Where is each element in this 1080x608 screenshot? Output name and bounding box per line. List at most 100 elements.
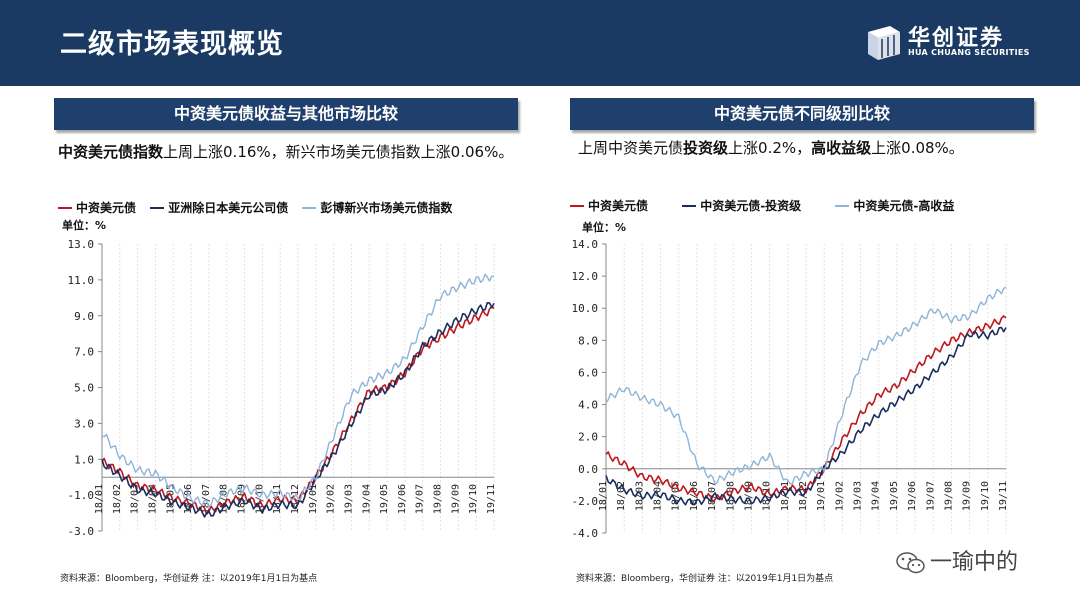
- y-tick-label: 12.0: [572, 270, 599, 283]
- legend-swatch: [58, 206, 72, 209]
- legend-swatch: [302, 206, 317, 209]
- page-title: 二级市场表现概览: [60, 29, 284, 60]
- legend-item: 彭博新兴市场美元债指数: [302, 199, 452, 216]
- left-chart-unit: 单位：%: [62, 219, 107, 232]
- x-tick-label: 18/05: [165, 484, 176, 514]
- legend-label: 亚洲除日本美元公司债: [168, 201, 289, 215]
- left-chart-source: 资料来源：Bloomberg，华创证券 注：以2019年1月1日为基点: [60, 574, 318, 584]
- legend-item: 中资美元债-高收益: [835, 197, 954, 214]
- x-tick-label: 19/10: [468, 484, 479, 514]
- x-tick-label: 18/05: [671, 481, 682, 511]
- x-tick-label: 18/11: [272, 484, 283, 514]
- legend-item: 中资美元债-投资级: [682, 197, 801, 214]
- series-line: [605, 315, 1007, 503]
- logo-text-en: HUA CHUANG SECURITIES: [908, 48, 1030, 57]
- x-tick-label: 19/06: [397, 484, 408, 514]
- x-tick-label: 19/02: [326, 484, 337, 514]
- legend-item: 中资美元债: [570, 197, 648, 214]
- right-chart-legend: 中资美元债 中资美元债-投资级 中资美元债-高收益: [570, 197, 964, 214]
- x-tick-label: 18/02: [112, 484, 123, 514]
- watermark: 一瑜中的: [896, 544, 1018, 576]
- x-tick-label: 19/01: [816, 481, 827, 511]
- y-tick-label: -4.0: [572, 527, 599, 540]
- x-tick-label: 18/03: [130, 484, 141, 514]
- y-tick-label: 6.0: [578, 366, 598, 379]
- series-line: [101, 273, 494, 509]
- y-tick-label: -2.0: [572, 495, 599, 508]
- right-chart-unit: 单位：%: [582, 221, 627, 234]
- y-tick-label: 8.0: [578, 334, 598, 347]
- right-panel-description: 上周中资美元债投资级上涨0.2%，高收益级上涨0.08%。: [578, 138, 1036, 159]
- x-tick-label: 19/03: [343, 484, 354, 514]
- wechat-icon: [896, 552, 925, 574]
- x-tick-label: 19/09: [962, 481, 973, 511]
- logo-text-cn: 华创证券: [908, 26, 1005, 51]
- watermark-text: 一瑜中的: [930, 550, 1019, 575]
- y-tick-label: 14.0: [572, 238, 599, 251]
- x-tick-label: 19/04: [361, 484, 372, 514]
- y-tick-label: 9.0: [74, 310, 94, 323]
- right-desc-mid: 上涨0.2%，: [728, 139, 812, 157]
- right-desc-bold-1: 投资级: [683, 139, 729, 157]
- right-panel-title: 中资美元债不同级别比较: [570, 98, 1034, 130]
- x-tick-label: 19/04: [871, 481, 882, 511]
- legend-swatch: [835, 204, 850, 207]
- x-tick-label: 18/10: [254, 484, 265, 514]
- x-tick-label: 18/09: [743, 481, 754, 511]
- x-tick-label: 19/08: [433, 484, 444, 514]
- right-desc-bold-2: 高收益级: [811, 139, 872, 157]
- x-tick-label: 18/10: [762, 481, 773, 511]
- legend-label: 中资美元债-高收益: [853, 199, 955, 213]
- x-tick-label: 18/12: [798, 481, 809, 511]
- x-tick-label: 18/01: [598, 481, 609, 511]
- legend-item: 中资美元债: [58, 199, 136, 216]
- left-desc-rest: 上周上涨0.16%，新兴市场美元债指数上涨0.06%。: [163, 143, 514, 161]
- series-line: [605, 326, 1007, 506]
- left-chart-legend: 中资美元债 亚洲除日本美元公司债 彭博新兴市场美元债指数: [58, 199, 462, 216]
- right-desc-pre: 上周中资美元债: [578, 139, 684, 157]
- x-tick-label: 18/02: [616, 481, 627, 511]
- x-tick-label: 18/06: [689, 481, 700, 511]
- y-tick-label: -1.0: [68, 489, 95, 502]
- x-tick-label: 19/11: [998, 481, 1009, 511]
- y-tick-label: 11.0: [68, 274, 95, 287]
- company-logo: 华创证券 HUA CHUANG SECURITIES: [864, 20, 1064, 64]
- x-tick-label: 19/10: [980, 481, 991, 511]
- left-desc-bold: 中资美元债指数: [58, 143, 164, 161]
- x-tick-label: 18/07: [201, 484, 212, 514]
- y-tick-label: 13.0: [68, 238, 95, 251]
- x-tick-label: 19/02: [834, 481, 845, 511]
- x-tick-label: 19/08: [943, 481, 954, 511]
- right-chart-source: 资料来源：Bloomberg，华创证券 注：以2019年1月1日为基点: [576, 574, 834, 584]
- x-tick-label: 19/07: [925, 481, 936, 511]
- x-tick-label: 18/03: [634, 481, 645, 511]
- x-tick-label: 19/11: [486, 484, 497, 514]
- x-tick-label: 18/04: [147, 484, 158, 514]
- legend-swatch: [682, 204, 697, 207]
- x-tick-label: 18/06: [183, 484, 194, 514]
- series-line: [101, 301, 495, 518]
- logo-mark-icon: [868, 26, 900, 60]
- series-line: [605, 286, 1007, 486]
- y-tick-label: 3.0: [74, 417, 94, 430]
- y-tick-label: 5.0: [74, 382, 94, 395]
- left-panel-title: 中资美元债收益与其他市场比较: [54, 98, 518, 130]
- legend-swatch: [570, 204, 584, 207]
- x-tick-label: 19/07: [415, 484, 426, 514]
- x-tick-label: 19/01: [308, 484, 319, 514]
- y-tick-label: 1.0: [74, 453, 94, 466]
- y-tick-label: 7.0: [74, 346, 94, 359]
- y-tick-label: 2.0: [578, 431, 598, 444]
- y-tick-label: 0.0: [578, 463, 598, 476]
- y-tick-label: 4.0: [578, 399, 598, 412]
- legend-item: 亚洲除日本美元公司债: [150, 199, 288, 216]
- legend-label: 彭博新兴市场美元债指数: [320, 201, 453, 215]
- x-tick-label: 19/05: [889, 481, 900, 511]
- x-tick-label: 19/06: [907, 481, 918, 511]
- legend-swatch: [150, 206, 165, 209]
- x-tick-label: 18/08: [219, 484, 230, 514]
- page-header: 二级市场表现概览 华创证券 HUA CHUANG SECURITIES: [0, 0, 1080, 86]
- x-tick-label: 19/03: [853, 481, 864, 511]
- left-panel-description: 中资美元债指数上周上涨0.16%，新兴市场美元债指数上涨0.06%。: [58, 142, 516, 163]
